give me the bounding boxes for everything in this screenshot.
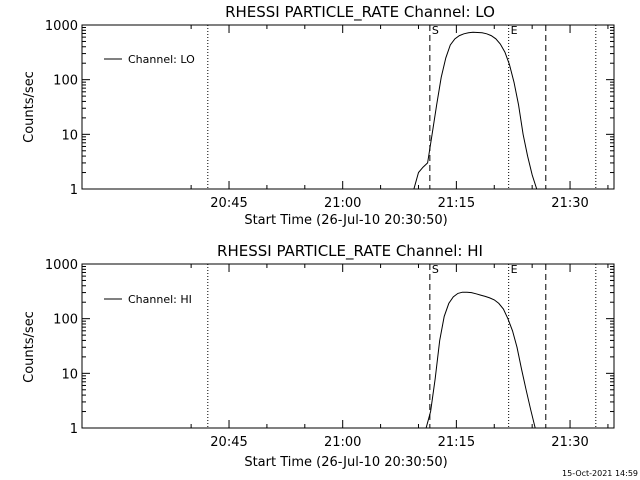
y-tick-label: 1000 [45, 258, 78, 273]
y-tick-label: 1 [70, 422, 78, 437]
x-tick-label: 21:30 [551, 196, 588, 211]
x-axis-label: Start Time (26-Jul-10 20:30:50) [244, 455, 447, 470]
marker-label: S [432, 263, 439, 276]
y-axis-label: Counts/sec [22, 311, 37, 383]
y-tick-label: 1000 [45, 19, 78, 34]
y-tick-label: 100 [53, 313, 78, 328]
x-axis-label: Start Time (26-Jul-10 20:30:50) [244, 213, 447, 228]
y-tick-label: 1 [70, 183, 78, 198]
x-tick-label: 21:00 [324, 196, 361, 211]
legend-label: Channel: LO [128, 53, 195, 66]
x-tick-label: 20:45 [210, 435, 247, 450]
generation-timestamp: 15-Oct-2021 14:59 [562, 469, 638, 478]
legend-label: Channel: HI [128, 293, 192, 306]
x-tick-label: 21:15 [438, 196, 475, 211]
chart-title: RHESSI PARTICLE_RATE Channel: HI [217, 242, 483, 261]
marker-label: E [511, 24, 518, 37]
x-tick-label: 21:15 [438, 435, 475, 450]
series-line [413, 31, 548, 190]
y-tick-label: 10 [61, 367, 78, 382]
series-line [425, 291, 545, 429]
y-tick-label: 10 [61, 128, 78, 143]
y-axis-label: Counts/sec [22, 71, 37, 143]
plot-frame [81, 24, 615, 190]
plot-frame [81, 263, 615, 429]
x-tick-label: 21:00 [324, 435, 361, 450]
panel-lo: RHESSI PARTICLE_RATE Channel: LO Counts/… [22, 3, 615, 228]
y-tick-label: 100 [53, 74, 78, 89]
chart-title: RHESSI PARTICLE_RATE Channel: LO [225, 3, 495, 22]
panel-hi: RHESSI PARTICLE_RATE Channel: HI Counts/… [22, 242, 615, 470]
marker-label: S [432, 24, 439, 37]
x-tick-label: 20:45 [210, 196, 247, 211]
marker-label: E [511, 263, 518, 276]
x-tick-label: 21:30 [551, 435, 588, 450]
